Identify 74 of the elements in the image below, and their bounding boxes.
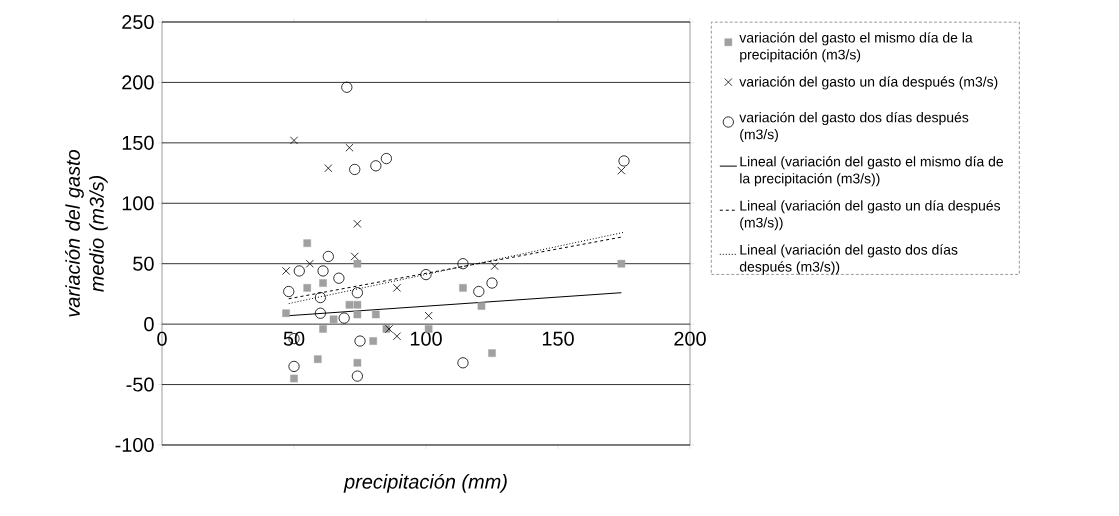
point <box>353 219 362 228</box>
point <box>392 332 402 341</box>
y-tick-label: 150 <box>122 135 154 150</box>
point <box>303 284 311 292</box>
point <box>317 265 329 277</box>
point <box>345 301 354 309</box>
point <box>459 284 467 292</box>
y-tick-label: -50 <box>126 377 154 392</box>
point <box>314 307 326 319</box>
x-axis-title: precipitación (mm) <box>343 473 507 493</box>
legend-label: variación del gasto el mismo día de la precipitación (m3/s) <box>739 32 973 63</box>
point <box>354 335 366 347</box>
legend-label: variación del gasto dos días después (m3/s) <box>739 111 969 143</box>
x-tick-label: 100 <box>410 331 442 346</box>
point <box>353 301 362 309</box>
y-axis-title: variación del gasto medio (m3/s) <box>65 149 108 317</box>
point <box>283 285 295 298</box>
point <box>486 277 498 289</box>
x-tick-label: 50 <box>283 331 305 346</box>
y-tick-label: 50 <box>133 256 154 271</box>
point <box>289 136 299 145</box>
point <box>617 259 626 268</box>
point <box>457 357 469 369</box>
point <box>372 310 380 319</box>
point <box>338 312 350 324</box>
point <box>293 265 305 277</box>
legend-label: variación del gasto un día después (m3/s) <box>739 76 998 90</box>
y-tick-label: 0 <box>144 317 154 332</box>
point <box>353 259 362 268</box>
point <box>305 259 314 268</box>
point <box>345 143 354 152</box>
point <box>420 269 432 281</box>
point <box>370 160 382 172</box>
point <box>329 315 338 324</box>
y-tick-label: 200 <box>122 75 154 90</box>
x-tick-label: 150 <box>542 331 574 346</box>
point <box>392 283 402 292</box>
point <box>351 287 363 299</box>
x-tick-label: 200 <box>674 331 706 346</box>
point <box>349 163 361 176</box>
point <box>617 166 626 175</box>
y-tick-label: 250 <box>122 14 154 30</box>
point <box>288 360 300 373</box>
x-tick-label: 0 <box>157 331 167 346</box>
y-tick-label: -100 <box>115 437 154 453</box>
point <box>353 359 362 367</box>
point <box>303 239 311 247</box>
point <box>350 252 359 261</box>
point <box>319 279 327 287</box>
legend-label: Lineal (variación del gasto un día después (m3/s)) <box>740 200 1001 231</box>
point <box>351 370 363 382</box>
legend-label: Lineal (variación del gasto dos días después (m3/s)) <box>739 244 958 275</box>
point <box>380 152 392 165</box>
point <box>618 155 630 167</box>
legend-label: Lineal (variación del gasto el mismo día de la precipitación (m3/s)) <box>740 156 1004 187</box>
point <box>473 285 485 298</box>
point <box>313 355 322 363</box>
point <box>314 291 326 304</box>
point <box>369 337 377 345</box>
point <box>424 311 433 320</box>
point <box>322 250 334 263</box>
y-tick-label: 100 <box>122 196 154 211</box>
point <box>477 302 486 310</box>
point <box>490 262 499 271</box>
point <box>324 164 333 173</box>
point <box>353 310 362 319</box>
point <box>282 266 291 276</box>
point <box>282 309 290 318</box>
point <box>341 81 353 93</box>
point <box>290 374 298 383</box>
point <box>488 349 496 357</box>
point <box>333 272 345 284</box>
point <box>457 258 469 270</box>
point <box>319 325 327 333</box>
